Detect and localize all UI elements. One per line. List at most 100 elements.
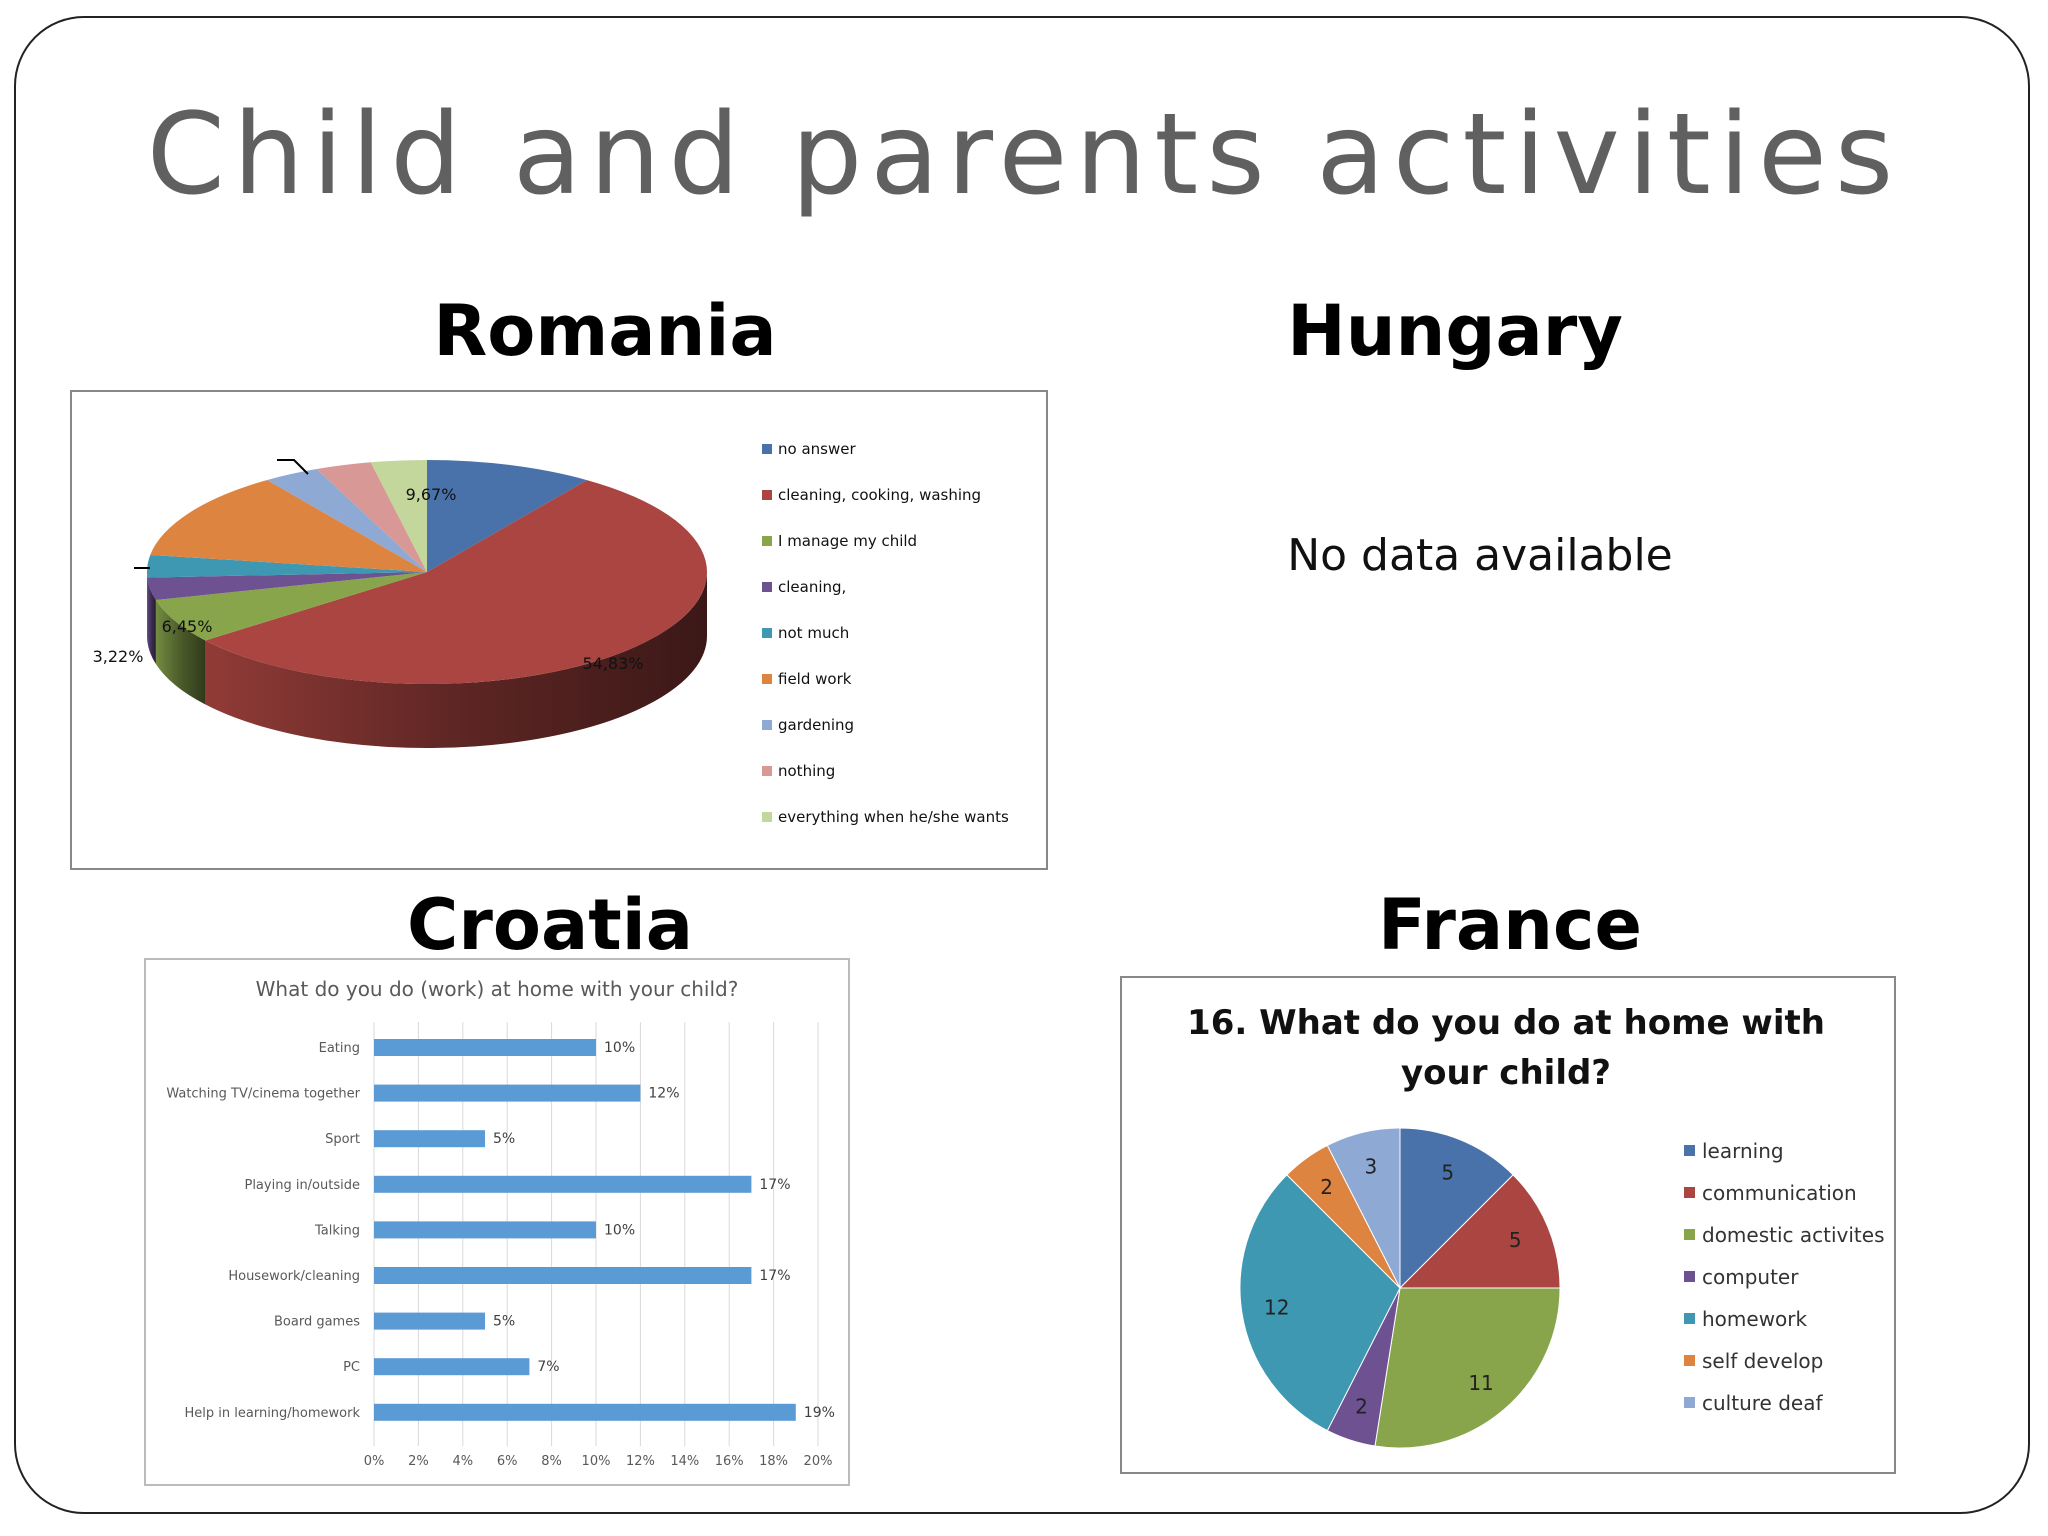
bar (374, 1358, 530, 1376)
x-tick-label: 8% (541, 1454, 562, 1469)
x-tick-label: 0% (364, 1454, 385, 1469)
category-label: Eating (319, 1041, 360, 1056)
x-tick-label: 12% (626, 1454, 655, 1469)
legend-swatch (762, 674, 772, 684)
legend-label: gardening (778, 716, 854, 734)
legend-label: culture deaf (1702, 1391, 1823, 1415)
bar (374, 1130, 485, 1148)
value-label: 10% (604, 1222, 635, 1238)
bar (374, 1403, 796, 1421)
france-pie-chart: 16. What do you do at home with your chil… (1187, 1003, 1885, 1449)
legend-swatch (1684, 1355, 1695, 1366)
x-tick-label: 14% (670, 1454, 699, 1469)
legend-label: everything when he/she wants (778, 808, 1009, 826)
pie-slice-side (205, 572, 708, 748)
data-label: 6,45% (162, 617, 213, 636)
category-label: Help in learning/homework (185, 1406, 361, 1421)
legend-swatch (1684, 1271, 1695, 1282)
legend-swatch (1684, 1229, 1695, 1240)
legend-label: cleaning, cooking, washing (778, 486, 981, 504)
legend-label: homework (1702, 1307, 1808, 1331)
x-tick-label: 20% (804, 1454, 833, 1469)
hungary-heading: Hungary (1287, 290, 1623, 372)
pie-slice (155, 572, 427, 641)
data-label: 2 (1320, 1175, 1333, 1199)
legend-swatch (1684, 1313, 1695, 1324)
pie-slice (205, 480, 708, 684)
bar (374, 1084, 641, 1102)
legend-swatch (762, 628, 772, 638)
slide-title: Child and parents activities (146, 90, 1902, 220)
legend-label: cleaning, (778, 578, 846, 596)
value-label: 7% (537, 1359, 559, 1375)
data-label: 54,83% (582, 654, 643, 673)
france-chart-box: 16. What do you do at home with your chil… (1120, 976, 1896, 1474)
pie-slice (1398, 1174, 1561, 1289)
value-label: 12% (648, 1086, 679, 1102)
category-label: Sport (325, 1132, 360, 1147)
data-label: 9,67% (406, 485, 457, 504)
legend-label: field work (778, 670, 852, 688)
legend-label: I manage my child (778, 532, 917, 550)
pie-slice (150, 480, 427, 572)
leader-line (277, 459, 309, 475)
data-label: 11 (1468, 1371, 1493, 1395)
value-label: 17% (759, 1268, 790, 1284)
data-label: 2 (1355, 1395, 1368, 1419)
legend-swatch (1684, 1187, 1695, 1198)
pie-slice (1326, 1127, 1401, 1289)
chart-title: What do you do (work) at home with your … (256, 977, 739, 1001)
data-label: 12 (1264, 1296, 1289, 1320)
data-label: 3,22% (93, 647, 144, 666)
category-label: PC (343, 1360, 360, 1375)
legend-label: nothing (778, 762, 835, 780)
croatia-heading: Croatia (407, 884, 693, 966)
pie-slice-side (147, 577, 156, 664)
legend-swatch (762, 766, 772, 776)
pie-slice (147, 554, 427, 578)
x-tick-label: 2% (408, 1454, 429, 1469)
x-tick-label: 6% (497, 1454, 518, 1469)
pie-slice (267, 469, 427, 572)
bar (374, 1312, 485, 1330)
bar (374, 1175, 752, 1193)
pie-slice (147, 572, 427, 600)
romania-heading: Romania (433, 290, 777, 372)
croatia-chart-box: What do you do (work) at home with your … (144, 958, 850, 1486)
category-label: Playing in/outside (244, 1178, 360, 1193)
croatia-bar-chart: What do you do (work) at home with your … (166, 977, 835, 1469)
pie-slice (1399, 1127, 1514, 1290)
legend-label: learning (1702, 1139, 1784, 1163)
chart-title: 16. What do you do at home with your chil… (1187, 1003, 1825, 1093)
bar (374, 1267, 752, 1284)
legend-swatch (762, 536, 772, 546)
category-label: Watching TV/cinema together (166, 1087, 360, 1102)
x-tick-label: 16% (715, 1454, 744, 1469)
x-tick-label: 4% (452, 1454, 473, 1469)
legend-swatch (762, 444, 772, 454)
data-label: 5 (1441, 1161, 1454, 1185)
legend-swatch (762, 582, 772, 592)
pie-slice (1374, 1287, 1561, 1449)
category-label: Talking (314, 1223, 360, 1238)
legend-label: communication (1702, 1181, 1857, 1205)
france-heading: France (1378, 884, 1642, 966)
pie-slice (1239, 1174, 1401, 1432)
pie-slice (427, 460, 587, 572)
value-label: 10% (604, 1040, 635, 1056)
data-label: 5 (1509, 1228, 1522, 1252)
legend-label: no answer (778, 440, 856, 458)
x-tick-label: 18% (759, 1454, 788, 1469)
hungary-no-data-message: No data available (1287, 530, 1673, 581)
category-label: Housework/cleaning (228, 1269, 360, 1284)
legend-label: domestic activites (1702, 1223, 1885, 1247)
legend-label: self develop (1702, 1349, 1823, 1373)
legend-label: not much (778, 624, 849, 642)
legend-label: computer (1702, 1265, 1799, 1289)
pie-slice (316, 462, 427, 572)
pie-slice-side (155, 599, 206, 705)
value-label: 5% (493, 1314, 515, 1330)
bar (374, 1221, 596, 1239)
romania-pie-chart: 9,67% 54,83% 6,45% 3,22% no answer cleaning, … (93, 440, 1009, 826)
legend-swatch (1684, 1397, 1695, 1408)
